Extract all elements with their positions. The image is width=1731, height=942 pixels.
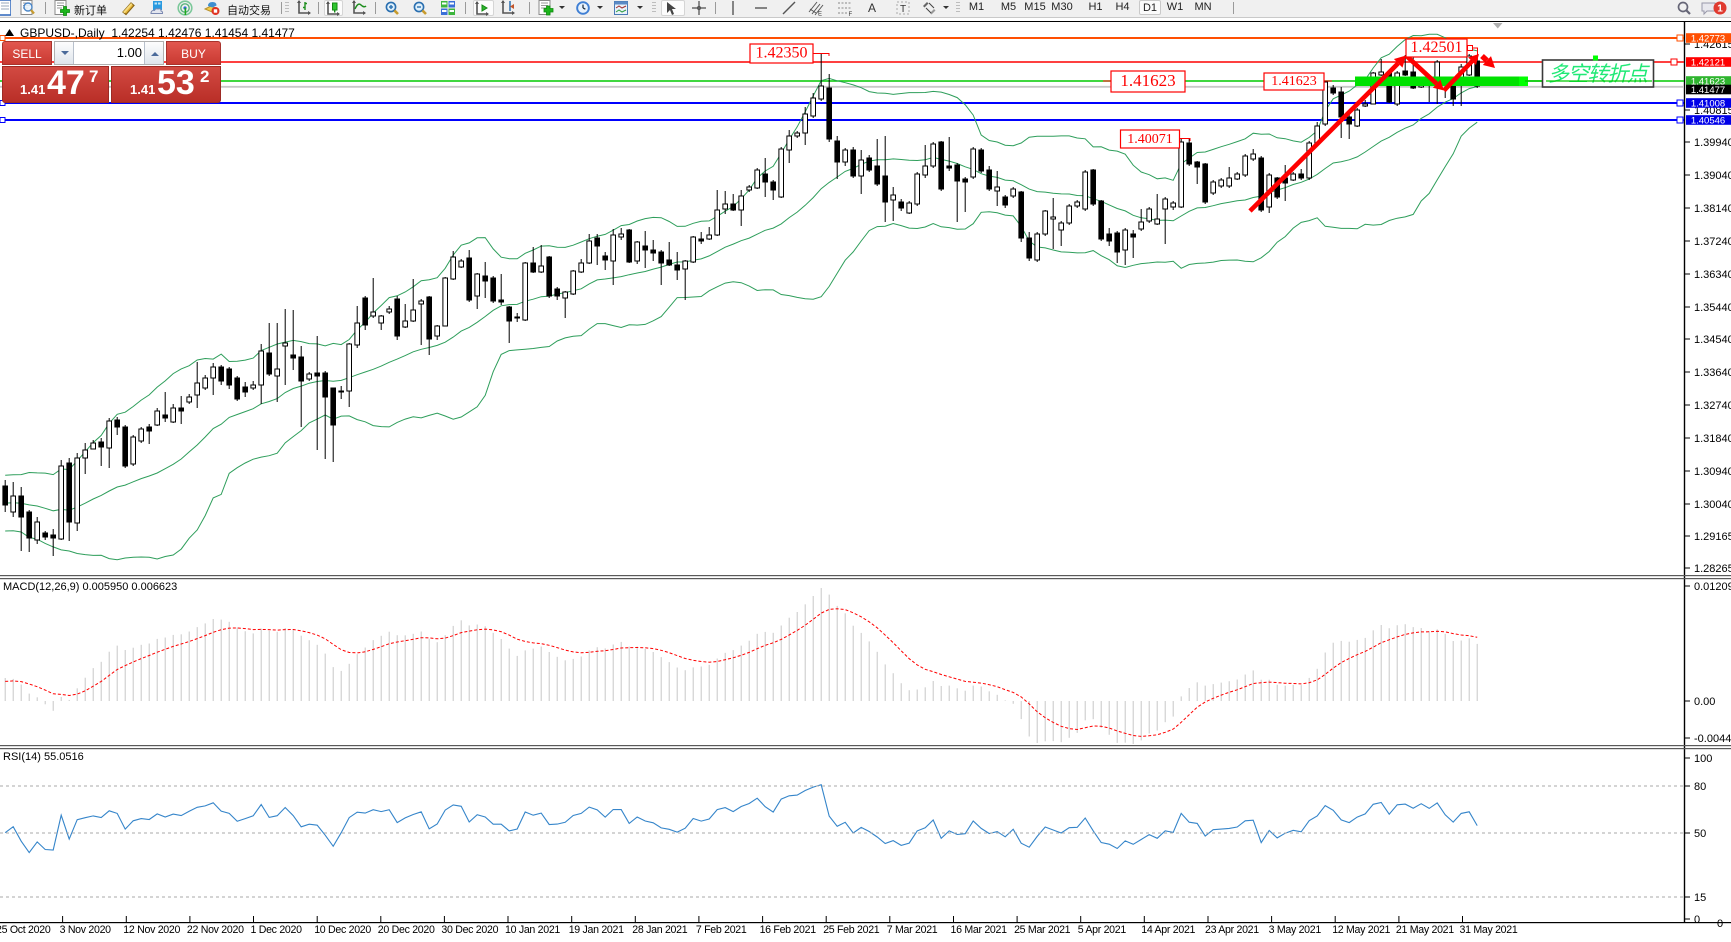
- svg-text:1.40815: 1.40815: [1694, 105, 1731, 117]
- svg-text:1 Dec 2020: 1 Dec 2020: [251, 924, 303, 936]
- svg-text:10 Jan 2021: 10 Jan 2021: [505, 924, 560, 936]
- svg-text:0: 0: [1717, 918, 1723, 930]
- svg-text:1.39940: 1.39940: [1694, 137, 1731, 149]
- svg-text:E: E: [818, 12, 822, 17]
- svg-text:1.30940: 1.30940: [1694, 466, 1731, 478]
- svg-text:多空转折点: 多空转折点: [1548, 63, 1650, 86]
- svg-text:28 Jan 2021: 28 Jan 2021: [632, 924, 687, 936]
- svg-text:1.28265: 1.28265: [1694, 563, 1731, 575]
- svg-text:7 Mar 2021: 7 Mar 2021: [887, 924, 938, 936]
- svg-text:3 May 2021: 3 May 2021: [1269, 924, 1322, 936]
- svg-text:25 Mar 2021: 25 Mar 2021: [1014, 924, 1071, 936]
- svg-text:1.39040: 1.39040: [1694, 170, 1731, 182]
- svg-text:F: F: [849, 12, 853, 16]
- svg-text:1.36340: 1.36340: [1694, 269, 1731, 281]
- svg-text:0: 0: [1694, 914, 1700, 926]
- svg-text:7 Feb 2021: 7 Feb 2021: [696, 924, 747, 936]
- svg-text:1: 1: [1717, 4, 1723, 15]
- svg-text:1.42350: 1.42350: [756, 45, 808, 62]
- svg-text:1.29165: 1.29165: [1694, 531, 1731, 543]
- svg-text:1.34540: 1.34540: [1694, 334, 1731, 346]
- svg-text:19 Jan 2021: 19 Jan 2021: [569, 924, 624, 936]
- svg-text:1.38140: 1.38140: [1694, 203, 1731, 215]
- svg-text:100: 100: [1694, 753, 1712, 765]
- svg-text:1.41477: 1.41477: [1691, 85, 1725, 96]
- svg-text:1.40546: 1.40546: [1691, 115, 1725, 126]
- svg-text:MACD(12,26,9) 0.005950 0.00662: MACD(12,26,9) 0.005950 0.006623: [3, 581, 177, 593]
- svg-text:1.32740: 1.32740: [1694, 400, 1731, 412]
- svg-text:1.33640: 1.33640: [1694, 367, 1731, 379]
- svg-text:1.42501: 1.42501: [1411, 39, 1463, 56]
- svg-text:1.30040: 1.30040: [1694, 499, 1731, 511]
- svg-text:10 Dec 2020: 10 Dec 2020: [314, 924, 371, 936]
- svg-text:T: T: [900, 4, 906, 15]
- svg-text:1.42121: 1.42121: [1691, 57, 1725, 68]
- svg-text:1.42773: 1.42773: [1691, 33, 1725, 44]
- svg-text:0.00: 0.00: [1694, 696, 1715, 708]
- svg-text:1.37240: 1.37240: [1694, 236, 1731, 248]
- svg-text:12 May 2021: 12 May 2021: [1332, 924, 1390, 936]
- svg-text:1.31840: 1.31840: [1694, 433, 1731, 445]
- svg-text:3 Nov 2020: 3 Nov 2020: [60, 924, 112, 936]
- svg-text:RSI(14) 55.0516: RSI(14) 55.0516: [3, 751, 84, 763]
- svg-text:12 Nov 2020: 12 Nov 2020: [123, 924, 180, 936]
- svg-text:16 Feb 2021: 16 Feb 2021: [760, 924, 817, 936]
- svg-text:25 Oct 2020: 25 Oct 2020: [0, 924, 51, 936]
- svg-text:22 Nov 2020: 22 Nov 2020: [187, 924, 244, 936]
- svg-text:30 Dec 2020: 30 Dec 2020: [441, 924, 498, 936]
- svg-text:0.01209: 0.01209: [1694, 581, 1731, 593]
- svg-text:1.41623: 1.41623: [1691, 76, 1725, 87]
- svg-text:GBPUSD-,Daily 1.42254 1.42476: GBPUSD-,Daily 1.42254 1.42476 1.41454 1.…: [20, 26, 295, 40]
- svg-text:-0.004446: -0.004446: [1694, 733, 1731, 745]
- svg-text:1.41623: 1.41623: [1120, 71, 1175, 90]
- svg-text:1.41008: 1.41008: [1691, 98, 1725, 109]
- svg-text:5 Apr 2021: 5 Apr 2021: [1078, 924, 1127, 936]
- svg-text:50: 50: [1694, 828, 1706, 840]
- svg-text:80: 80: [1694, 781, 1706, 793]
- svg-text:31 May 2021: 31 May 2021: [1460, 924, 1518, 936]
- svg-text:21 May 2021: 21 May 2021: [1396, 924, 1454, 936]
- svg-text:23 Apr 2021: 23 Apr 2021: [1205, 924, 1259, 936]
- svg-text:25 Feb 2021: 25 Feb 2021: [823, 924, 880, 936]
- svg-text:14 Apr 2021: 14 Apr 2021: [1141, 924, 1195, 936]
- svg-text:1.40071: 1.40071: [1127, 132, 1173, 147]
- svg-text:1.35440: 1.35440: [1694, 302, 1731, 314]
- svg-text:15: 15: [1694, 892, 1706, 904]
- svg-text:16 Mar 2021: 16 Mar 2021: [951, 924, 1008, 936]
- svg-text:1.41623: 1.41623: [1271, 74, 1317, 89]
- svg-text:20 Dec 2020: 20 Dec 2020: [378, 924, 435, 936]
